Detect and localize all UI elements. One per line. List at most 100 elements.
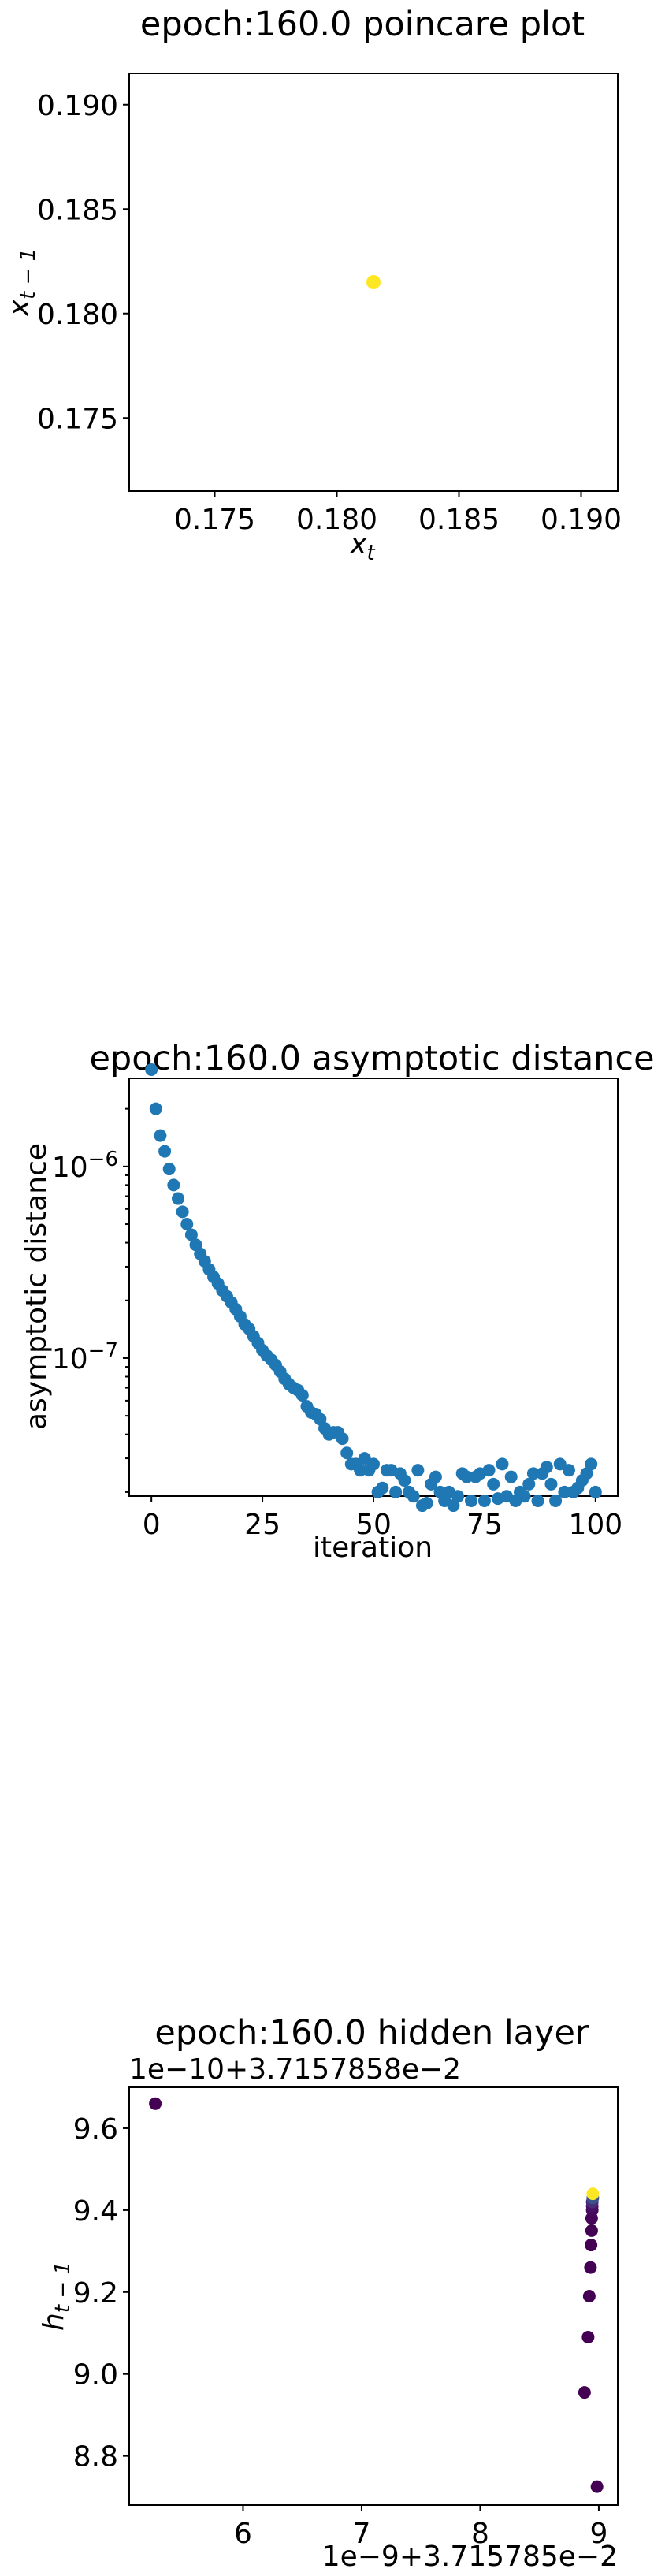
asymptotic-point	[429, 1470, 442, 1483]
hidden-layer-chart: epoch:160.0 hidden layer 1e−10+3.7157858…	[38, 2013, 619, 2573]
asymptotic-point	[580, 1467, 593, 1480]
asymptotic-point	[354, 1464, 367, 1477]
hidden-layer-x-ticks: 6 7 8 9	[234, 2505, 607, 2550]
asymptotic-point	[180, 1218, 194, 1231]
asymptotic-x-axis-label: iteration	[313, 1532, 433, 1564]
asymptotic-point	[477, 1495, 491, 1508]
poincare-x-axis-label: xt	[349, 528, 375, 565]
asymptotic-point	[162, 1163, 176, 1176]
hidden-layer-point	[584, 2261, 597, 2274]
hidden-layer-y-tick-label: 9.4	[73, 2195, 118, 2228]
asymptotic-x-tick-label: 50	[355, 1509, 392, 1541]
poincare-y-ticks: 0.175 0.180 0.185 0.190	[37, 90, 129, 435]
asymptotic-point	[367, 1457, 380, 1471]
poincare-x-tick-label: 0.180	[296, 504, 377, 536]
asymptotic-point	[176, 1205, 189, 1219]
asymptotic-point	[460, 1470, 474, 1483]
hidden-layer-plot-frame	[128, 2086, 619, 2506]
asymptotic-distance-chart: epoch:160.0 asymptotic distance 0 25 50 75 1…	[20, 1039, 655, 1564]
asymptotic-point	[482, 1464, 496, 1477]
hidden-layer-y-ticks: 8.8 9.0 9.2 9.4 9.6	[73, 2113, 129, 2474]
asymptotic-point	[504, 1470, 518, 1483]
poincare-y-tick-label: 0.175	[37, 403, 118, 435]
asymptotic-point	[295, 1389, 309, 1402]
hidden-layer-y-tick-label: 9.2	[73, 2277, 118, 2310]
asymptotic-point	[544, 1477, 558, 1491]
asymptotic-point	[145, 1063, 158, 1077]
poincare-y-tick-label: 0.185	[37, 194, 118, 226]
hidden-layer-point	[590, 2480, 604, 2493]
hidden-layer-points	[149, 2097, 604, 2493]
hidden-layer-point	[585, 2224, 598, 2237]
asymptotic-point	[549, 1495, 563, 1508]
asymptotic-point	[407, 1490, 420, 1503]
asymptotic-title: epoch:160.0 asymptotic distance	[89, 1039, 654, 1078]
hidden-layer-point	[585, 2239, 598, 2252]
asymptotic-point	[496, 1457, 509, 1471]
asymptotic-point	[420, 1496, 433, 1509]
hidden-layer-x-tick-label: 7	[352, 2518, 370, 2550]
poincare-x-tick-label: 0.175	[174, 504, 255, 536]
hidden-layer-point	[578, 2386, 591, 2399]
hidden-layer-x-offset: 1e−9+3.715785e−2	[322, 2541, 618, 2573]
asymptotic-point	[376, 1481, 389, 1495]
asymptotic-y-tick-label: 10−7	[52, 1339, 118, 1375]
asymptotic-point	[526, 1467, 540, 1480]
asymptotic-point	[522, 1477, 536, 1491]
asymptotic-point	[465, 1495, 477, 1508]
poincare-plot-frame	[128, 73, 619, 492]
asymptotic-point	[553, 1457, 567, 1471]
asymptotic-point	[167, 1178, 180, 1192]
asymptotic-point	[184, 1228, 198, 1241]
hidden-layer-point	[149, 2097, 162, 2110]
asymptotic-point	[149, 1102, 162, 1115]
hidden-layer-x-tick-label: 8	[471, 2518, 489, 2550]
asymptotic-point	[411, 1464, 425, 1477]
asymptotic-point	[451, 1490, 465, 1503]
asymptotic-point	[172, 1192, 184, 1205]
hidden-layer-title: epoch:160.0 hidden layer	[154, 2013, 589, 2053]
poincare-x-tick-label: 0.185	[418, 504, 500, 536]
poincare-points	[366, 275, 381, 289]
asymptotic-points	[145, 1063, 602, 1513]
asymptotic-point	[336, 1432, 349, 1446]
hidden-layer-x-tick-label: 9	[589, 2518, 607, 2550]
hidden-layer-y-axis-label: ht − 1	[38, 2261, 75, 2331]
asymptotic-y-tick-label: 10−6	[52, 1148, 118, 1184]
hidden-layer-point	[586, 2187, 600, 2201]
asymptotic-x-tick-label: 0	[143, 1509, 161, 1541]
hidden-layer-point	[581, 2330, 595, 2343]
poincare-point	[366, 275, 381, 289]
asymptotic-x-tick-label: 25	[244, 1509, 280, 1541]
poincare-chart: epoch:160.0 poincare plot 0.175 0.180 0.18…	[3, 5, 622, 565]
poincare-y-axis-label: xt − 1	[3, 248, 40, 317]
hidden-layer-x-tick-label: 6	[234, 2518, 252, 2550]
hidden-layer-y-tick-label: 8.8	[73, 2441, 118, 2474]
asymptotic-x-ticks: 0 25 50 75 100	[143, 1496, 622, 1541]
poincare-y-tick-label: 0.180	[37, 299, 118, 331]
poincare-y-tick-label: 0.190	[37, 90, 118, 122]
asymptotic-point	[563, 1464, 575, 1477]
hidden-layer-point	[582, 2290, 596, 2302]
poincare-x-ticks: 0.175 0.180 0.185 0.190	[174, 491, 622, 536]
poincare-x-tick-label: 0.190	[541, 504, 622, 536]
asymptotic-x-tick-label: 75	[466, 1509, 503, 1541]
poincare-title: epoch:160.0 poincare plot	[140, 5, 585, 44]
asymptotic-point	[487, 1477, 500, 1491]
asymptotic-y-ticks: 10−6 10−7	[52, 1107, 129, 1493]
asymptotic-point	[518, 1490, 531, 1503]
hidden-layer-y-offset: 1e−10+3.7157858e−2	[129, 2053, 461, 2086]
asymptotic-point	[589, 1485, 602, 1498]
asymptotic-point	[531, 1495, 544, 1508]
asymptotic-plot-frame	[128, 1078, 619, 1497]
asymptotic-point	[540, 1461, 553, 1474]
asymptotic-point	[389, 1485, 403, 1498]
asymptotic-point	[558, 1485, 571, 1498]
asymptotic-point	[585, 1457, 598, 1471]
hidden-layer-y-tick-label: 9.6	[73, 2113, 118, 2146]
asymptotic-x-tick-label: 100	[568, 1509, 622, 1541]
asymptotic-point	[398, 1474, 411, 1487]
asymptotic-y-axis-label: asymptotic distance	[20, 1143, 53, 1430]
hidden-layer-y-tick-label: 9.0	[73, 2359, 118, 2392]
